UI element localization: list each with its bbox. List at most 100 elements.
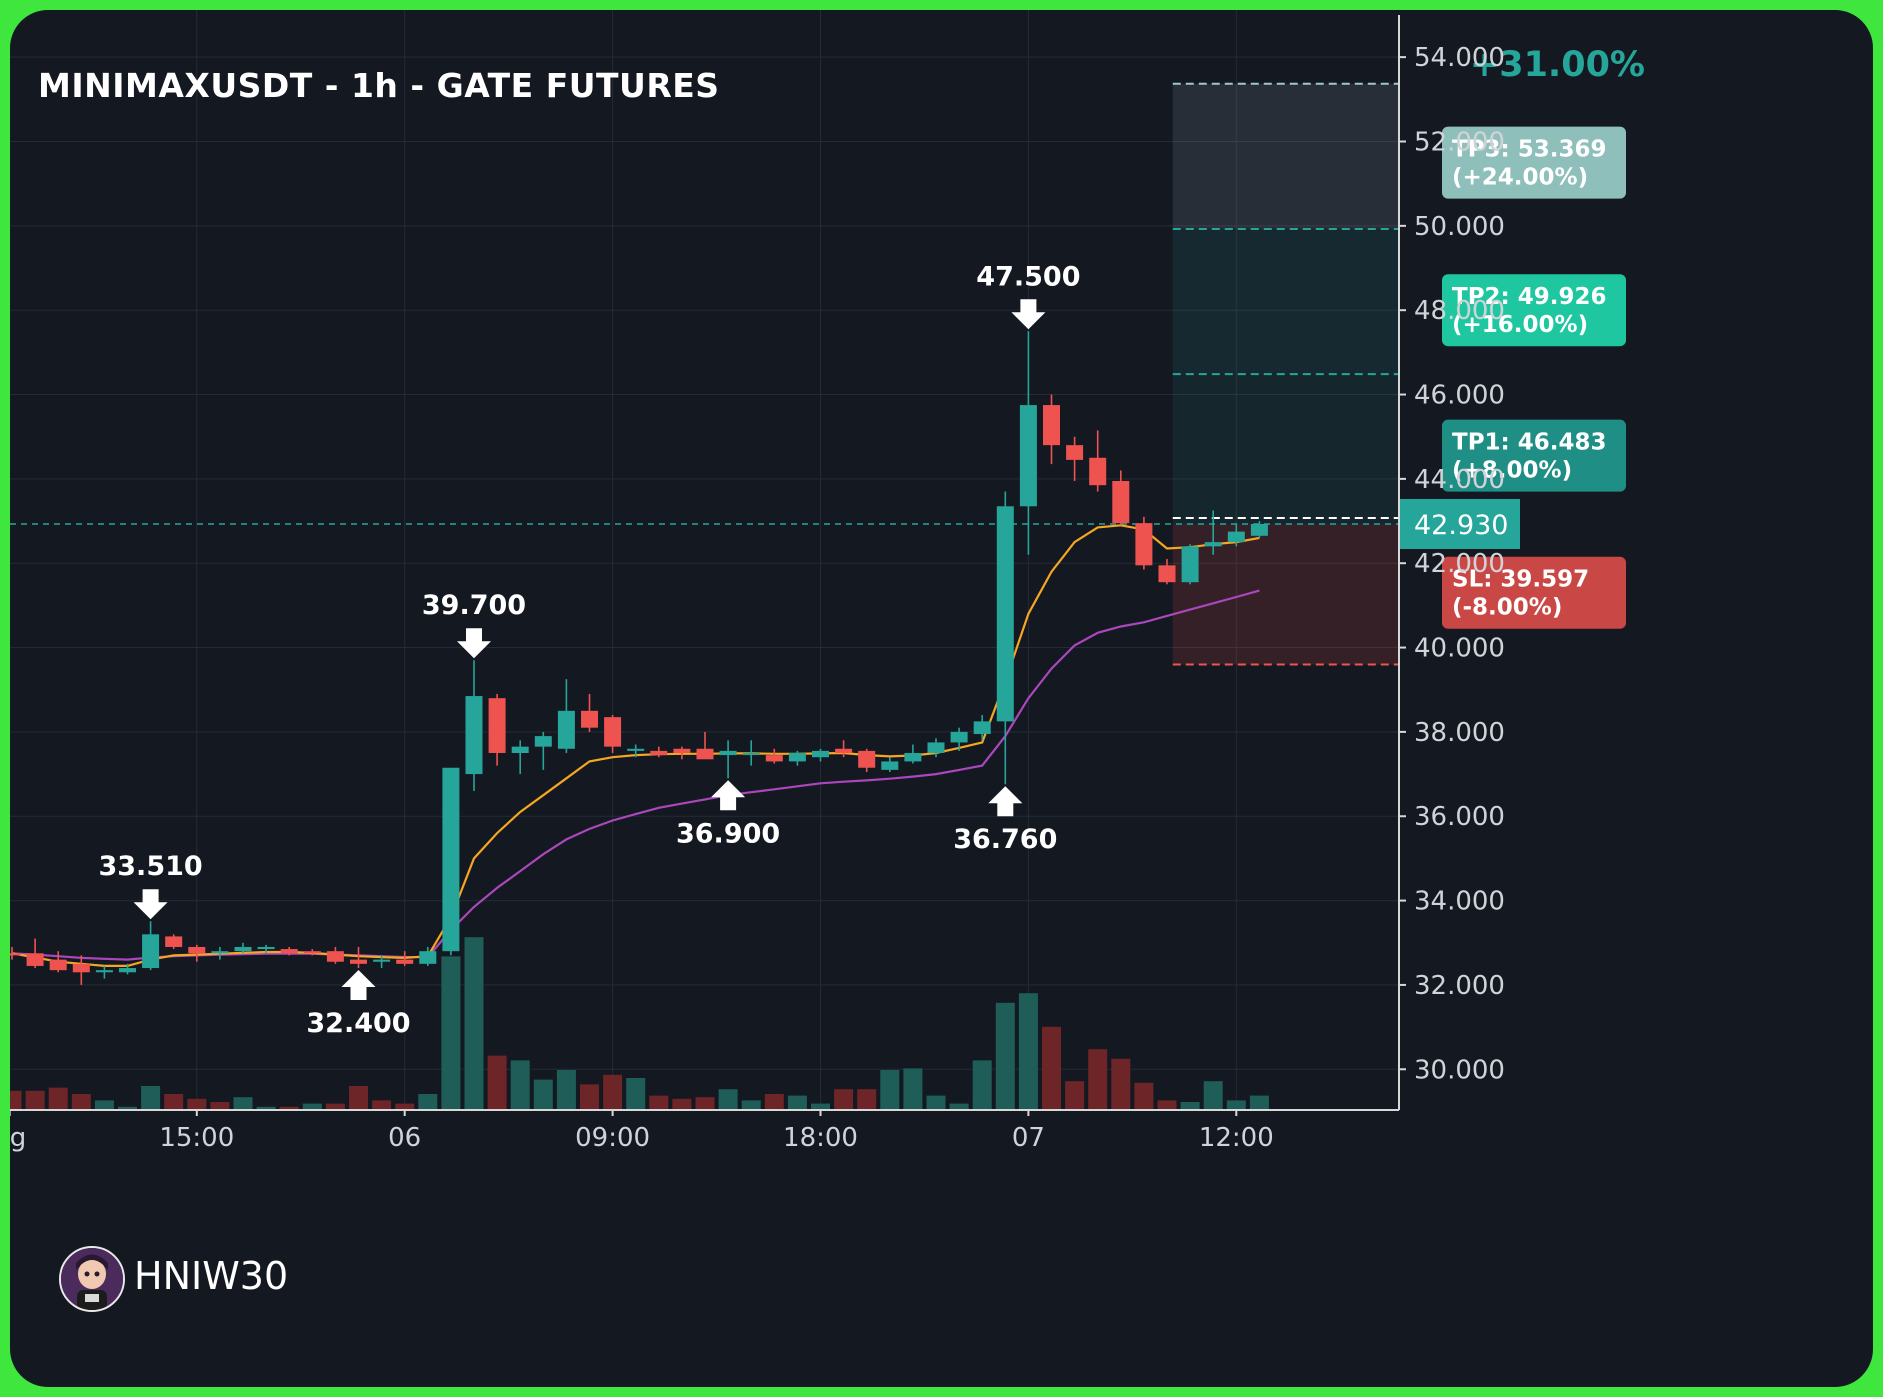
arrow-up-icon [341,970,376,1001]
candle-body [188,946,206,954]
arrow-up-icon [988,786,1023,817]
candle-body [1250,523,1268,536]
volume-bar [972,1060,992,1110]
candle-body [488,698,506,753]
volume-bar [71,1094,91,1110]
volume-bar [649,1095,669,1110]
volume-bar [556,1070,576,1110]
candle-body [165,936,183,947]
swing-low-label: 36.760 [953,824,1057,855]
candle-body [1204,542,1222,547]
zone-tp1 [1172,374,1399,524]
volume-bar [926,1095,946,1110]
y-tick-label: 48.000 [1414,296,1505,326]
candle-body [72,963,90,973]
candle-body [812,750,829,758]
y-tick-label: 32.000 [1414,971,1505,1001]
candle-body [26,953,44,966]
volume-bar [48,1087,68,1110]
volume-bar [164,1094,184,1110]
candle-body [1089,457,1107,486]
candle-body [396,959,414,964]
arrow-down-icon [1011,299,1046,330]
volume-bar [1203,1081,1223,1110]
candle-body [49,959,67,971]
target-pct-tp3: (+24.00%) [1452,165,1588,191]
candle-body [373,959,391,962]
volume-bar [1249,1095,1269,1110]
volume-bar [1042,1026,1061,1110]
target-box-tp1 [1442,419,1626,492]
candle-body [1019,405,1037,507]
volume-bar [325,1103,345,1110]
candle-body [326,951,344,962]
candle-body [1112,480,1130,524]
volume-bar [857,1089,877,1110]
zone-tp2 [1172,228,1399,375]
y-tick-label: 46.000 [1414,381,1505,411]
candle-body [996,506,1014,722]
volume-bar [210,1102,230,1110]
x-tick-label: 18:00 [783,1123,858,1153]
volume-bar [464,937,484,1110]
candle-body [211,951,229,954]
volume-bar [787,1095,807,1110]
candlestick-chart[interactable]: 33.510 32.400 39.700 36.900 47.500 36.760 TP3:… [10,10,1873,1387]
candle-body [788,752,806,762]
target-label-tp3: TP3: 53.369 [1452,137,1607,163]
candle-body [534,736,552,747]
volume-bar [995,1002,1015,1110]
target-pct-tp1: (+8.00%) [1452,458,1572,484]
y-tick-label: 38.000 [1414,718,1505,748]
candle-body [303,951,321,954]
candle-body [10,953,21,956]
x-tick-label: g [10,1123,26,1153]
target-label-sl: SL: 39.597 [1452,567,1589,593]
y-tick-label: 50.000 [1414,212,1505,242]
candle-body [257,946,275,950]
candle-body [673,748,691,753]
swing-high-label: 47.500 [976,261,1080,292]
candle-body [442,767,460,952]
author-avatar[interactable] [59,1246,125,1312]
candle-body [696,748,714,760]
swing-low-label: 36.900 [676,818,780,849]
y-tick-label: 30.000 [1414,1055,1505,1085]
volume-bar [949,1103,969,1110]
arrow-up-icon [711,780,746,811]
candle-body [1135,523,1153,566]
chart-title: MINIMAXUSDT - 1h - GATE FUTURES [38,66,720,105]
volume-bar [1226,1100,1246,1110]
candle-body [419,951,437,964]
arrow-down-icon [133,889,168,920]
chart-frame: 33.510 32.400 39.700 36.900 47.500 36.760 TP3:… [10,10,1873,1387]
x-tick-label: 15:00 [159,1123,234,1153]
candle-body [511,746,529,753]
volume-bar [510,1060,530,1110]
candle-body [950,731,968,743]
volume-bar [372,1100,392,1110]
candle-body [881,761,899,770]
y-tick-label: 42.000 [1414,549,1505,579]
candle-body [142,934,160,969]
volume-bar [718,1089,738,1110]
y-tick-label: 40.000 [1414,634,1505,664]
volume-bar [187,1098,207,1110]
candle-body [973,721,991,735]
volume-bar [880,1070,900,1110]
volume-bar [279,1106,299,1110]
x-tick-label: 09:00 [575,1123,650,1153]
volume-bar [1065,1081,1085,1110]
volume-bar [141,1086,161,1110]
y-tick-label: 52.000 [1414,128,1505,158]
candle-body [742,752,760,756]
x-tick-label: 06 [388,1123,421,1153]
volume-bar [349,1086,368,1110]
volume-bar [487,1055,507,1110]
candle-body [765,755,783,762]
volume-bar [811,1103,830,1110]
author-name[interactable]: HNIW30 [134,1254,289,1298]
volume-bar [1134,1082,1154,1110]
volume-bar [1111,1058,1131,1110]
volume-bar [603,1074,623,1110]
